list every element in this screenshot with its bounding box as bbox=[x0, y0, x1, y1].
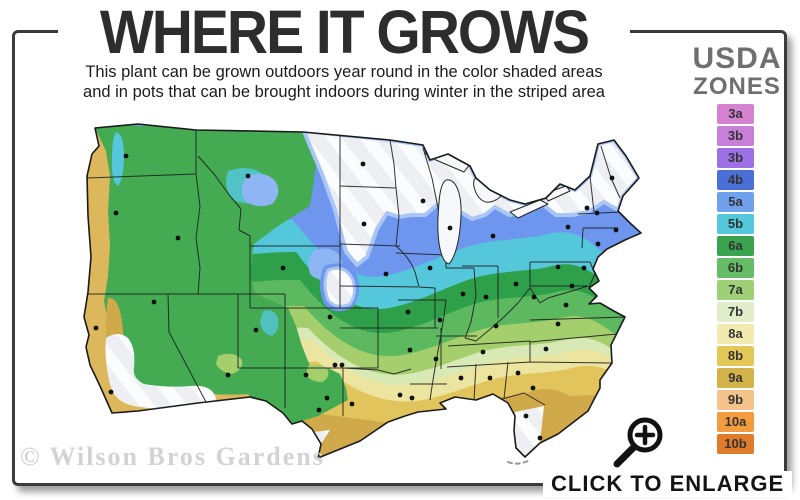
city-dot bbox=[437, 317, 443, 323]
zone-chip-7a-8: 7a bbox=[717, 280, 754, 300]
city-dot bbox=[543, 346, 549, 352]
zone-chip-10b-15: 10b bbox=[717, 434, 754, 454]
zone-chip-8b-11: 8b bbox=[717, 346, 754, 366]
lake-erie bbox=[509, 199, 549, 219]
city-dot bbox=[108, 389, 114, 395]
city-dot bbox=[530, 385, 536, 391]
subtitle: This plant can be grown outdoors year ro… bbox=[40, 62, 648, 102]
city-dot bbox=[555, 264, 561, 270]
city-dot bbox=[407, 347, 413, 353]
city-dot bbox=[490, 233, 496, 239]
zone-chip-6b-7: 6b bbox=[717, 258, 754, 278]
watermark: © Wilson Bros Gardens bbox=[20, 442, 325, 471]
zone-chip-10a-14: 10a bbox=[717, 412, 754, 432]
city-dot bbox=[613, 227, 619, 233]
city-dot bbox=[397, 392, 403, 398]
city-dot bbox=[324, 395, 330, 401]
click-to-enlarge-label[interactable]: CLICK TO ENLARGE bbox=[543, 471, 793, 497]
city-dot bbox=[594, 210, 600, 216]
zone-chip-8a-10: 8a bbox=[717, 324, 754, 344]
legend-title: USDA ZONES bbox=[688, 44, 786, 100]
zone-chip-6a-6: 6a bbox=[717, 236, 754, 256]
magnifier-icon[interactable] bbox=[603, 411, 663, 476]
city-dot bbox=[581, 265, 587, 271]
florida-keys bbox=[507, 459, 531, 465]
zone-chip-3a-0: 3a bbox=[717, 104, 754, 124]
zone-chip-9b-13: 9b bbox=[717, 390, 754, 410]
city-dot bbox=[483, 294, 489, 300]
city-dot bbox=[175, 235, 181, 241]
pacific-coast-strip bbox=[84, 128, 126, 412]
zone-chip-3b-1: 3b bbox=[717, 126, 754, 146]
west-region bbox=[84, 124, 348, 424]
city-dot bbox=[245, 173, 251, 179]
city-dot bbox=[420, 198, 426, 204]
legend-title-usda: USDA bbox=[692, 42, 782, 75]
city-dot bbox=[253, 327, 259, 333]
city-dot bbox=[383, 271, 389, 277]
city-dot bbox=[405, 309, 411, 315]
us-outline bbox=[83, 123, 642, 459]
city-dot bbox=[316, 407, 322, 413]
usa-hardiness-map bbox=[78, 116, 662, 477]
city-dot bbox=[531, 294, 537, 300]
city-dot bbox=[458, 375, 464, 381]
subtitle-line-1: This plant can be grown outdoors year ro… bbox=[85, 63, 603, 81]
city-dot bbox=[493, 323, 499, 329]
city-dot bbox=[537, 435, 543, 441]
city-dot bbox=[515, 370, 521, 376]
city-dot bbox=[595, 241, 601, 247]
zone-chip-7b-9: 7b bbox=[717, 302, 754, 322]
city-dot bbox=[584, 205, 590, 211]
city-dot bbox=[113, 210, 119, 216]
zone-chip-5a-4: 5a bbox=[717, 192, 754, 212]
subtitle-line-2: and in pots that can be brought indoors … bbox=[83, 83, 605, 101]
city-dot bbox=[555, 321, 561, 327]
city-dot bbox=[563, 302, 569, 308]
striped-region-southwest bbox=[105, 334, 216, 410]
city-dots bbox=[93, 153, 619, 441]
city-dot bbox=[433, 356, 439, 362]
city-dot bbox=[487, 375, 493, 381]
page-title: WHERE IT GROWS bbox=[58, 0, 630, 65]
zone-chip-9a-12: 9a bbox=[717, 368, 754, 388]
city-dot bbox=[360, 161, 366, 167]
zone-shading bbox=[84, 124, 641, 458]
city-dot bbox=[609, 175, 615, 181]
city-dot bbox=[225, 372, 231, 378]
city-dot bbox=[332, 362, 338, 368]
lake-ontario bbox=[543, 185, 571, 202]
city-dot bbox=[447, 225, 453, 231]
city-dot bbox=[93, 325, 99, 331]
city-dot bbox=[513, 281, 519, 287]
city-dot bbox=[361, 221, 367, 227]
city-dot bbox=[151, 299, 157, 305]
striped-region-south-florida bbox=[514, 406, 544, 457]
city-dot bbox=[460, 291, 466, 297]
city-dot bbox=[523, 413, 529, 419]
legend-title-zones: ZONES bbox=[693, 73, 781, 100]
city-dot bbox=[280, 265, 286, 271]
city-dot bbox=[327, 314, 333, 320]
lake-michigan bbox=[437, 179, 462, 265]
city-dot bbox=[409, 395, 415, 401]
zone-chip-3b-2: 3b bbox=[717, 148, 754, 168]
city-dot bbox=[569, 283, 575, 289]
city-dot bbox=[339, 362, 345, 368]
zone-chip-4b-3: 4b bbox=[717, 170, 754, 190]
city-dot bbox=[303, 372, 309, 378]
zone-legend: 3a 3b 3b 4b 5a 5b 6a 6b 7a 7b 8a 8b 9a 9b 10a 10b bbox=[717, 104, 755, 456]
zone-chip-5b-5: 5b bbox=[717, 214, 754, 234]
city-dot bbox=[123, 153, 129, 159]
city-dot bbox=[349, 401, 355, 407]
city-dot bbox=[565, 224, 571, 230]
city-dot bbox=[480, 349, 486, 355]
city-dot bbox=[427, 265, 433, 271]
